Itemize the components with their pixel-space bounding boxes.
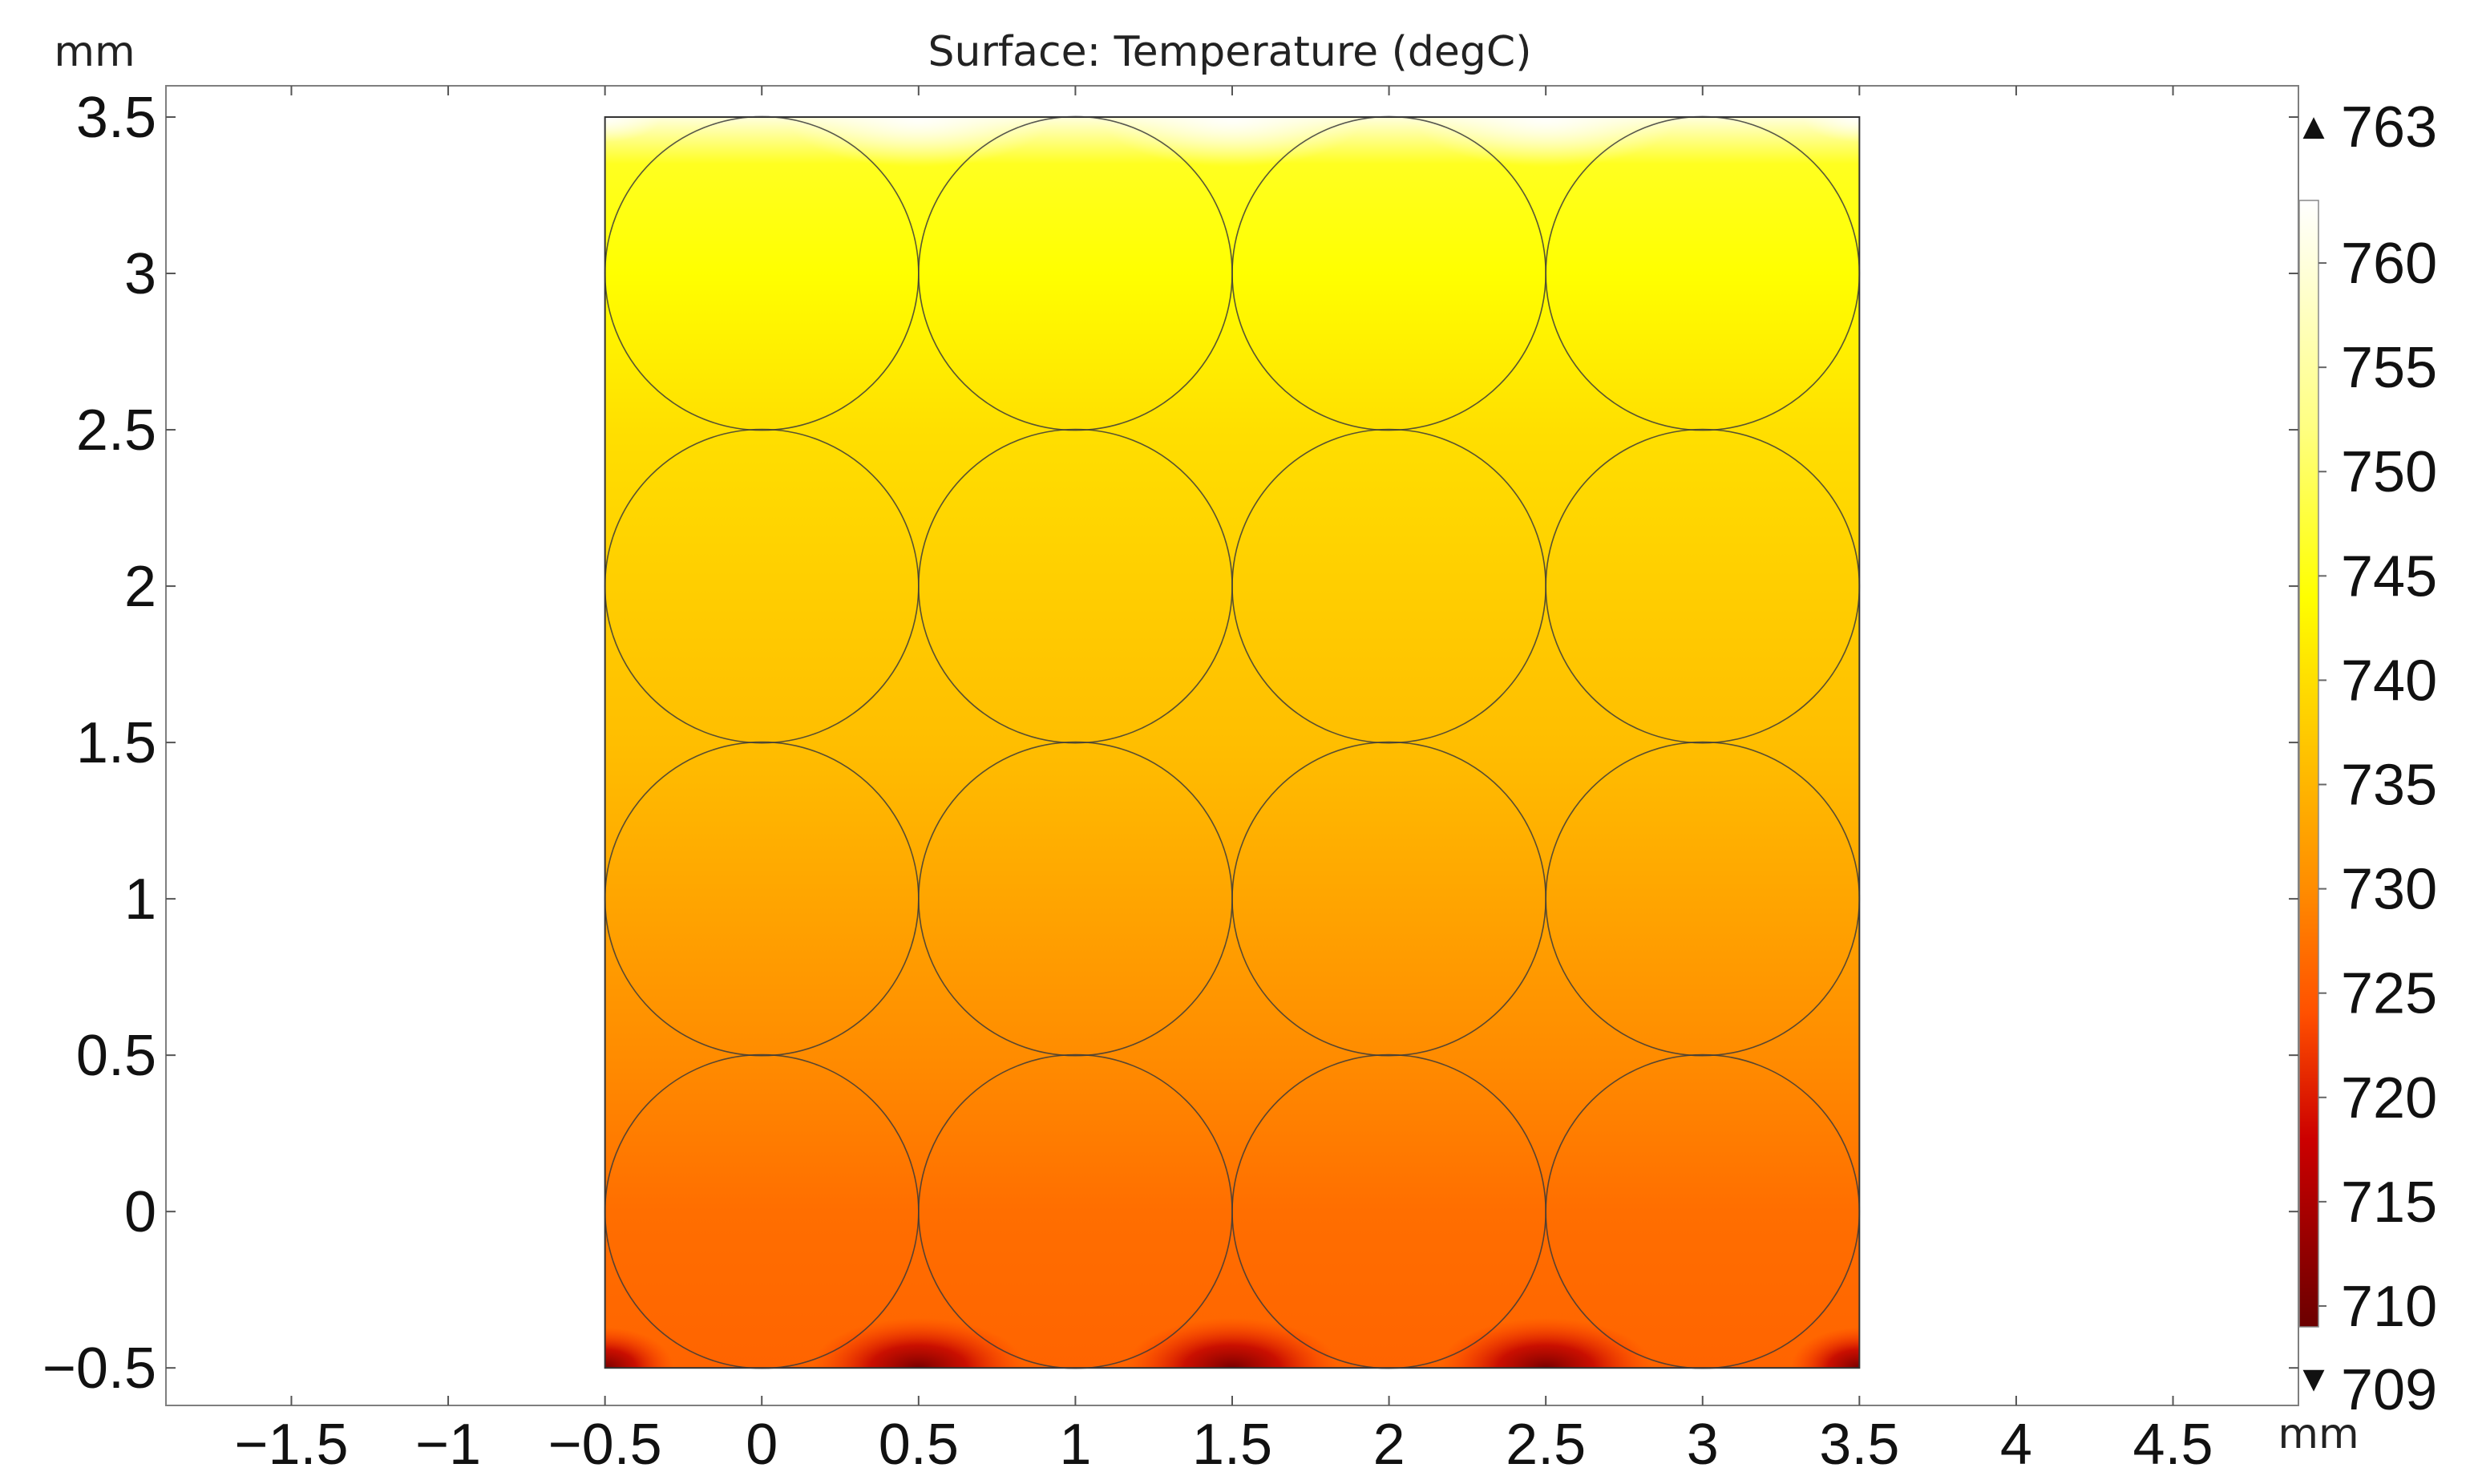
circle-inclusion	[1545, 1053, 1861, 1369]
x-tick-label: 0.5	[879, 1413, 959, 1477]
x-tick-label: 1	[1059, 1413, 1091, 1477]
x-axis-ticks: −1.5 −1 −0.5 0 0.5 1 1.5 2 2.5 3 3.5 4 4.5	[234, 86, 2213, 1477]
colorbar-tick-label: 745	[2341, 544, 2437, 609]
colorbar-scale	[2298, 200, 2319, 1328]
hot-spot	[1413, 117, 1678, 168]
x-tick-label: 3.5	[1819, 1413, 1899, 1477]
y-tick-label: 3.5	[76, 86, 156, 150]
hot-cold-spots	[604, 117, 1860, 1369]
x-tick-label: 0	[746, 1413, 778, 1477]
x-tick-label: 1.5	[1192, 1413, 1272, 1477]
x-tick-label: 3	[1687, 1413, 1719, 1477]
hot-spot	[1802, 117, 1860, 143]
y-tick-label: 2	[124, 555, 156, 619]
y-tick-label: −0.5	[42, 1336, 156, 1401]
colorbar-min-arrow: ▼	[2295, 1357, 2332, 1399]
y-tick-label: 0.5	[76, 1024, 156, 1088]
cold-spot	[604, 1327, 674, 1369]
circle-inclusion	[1545, 428, 1861, 744]
y-tick-label: 1	[124, 867, 156, 932]
x-tick-label: 2.5	[1506, 1413, 1586, 1477]
hot-spot	[604, 117, 662, 143]
cold-spot	[811, 1317, 1025, 1369]
colorbar-tick-label: 720	[2341, 1066, 2437, 1130]
x-tick-label: 2	[1373, 1413, 1405, 1477]
colorbar-min-label: 709	[2341, 1358, 2437, 1422]
x-tick-label: 4.5	[2132, 1413, 2213, 1477]
x-tick-label: −1	[415, 1413, 481, 1477]
colorbar-tick-label: 755	[2341, 336, 2437, 400]
y-tick-label: 2.5	[76, 398, 156, 463]
y-axis-unit-label: mm	[54, 28, 135, 76]
y-tick-label: 0	[124, 1180, 156, 1244]
x-tick-label: −1.5	[234, 1413, 348, 1477]
chart-title: Surface: Temperature (degC)	[928, 28, 1532, 76]
circle-inclusion	[1545, 115, 1861, 431]
x-tick-label: 4	[2000, 1413, 2032, 1477]
circle-inclusions	[604, 115, 1861, 1369]
colorbar-max-arrow: ▲	[2295, 105, 2332, 147]
colorbar: ▲ 763 710715720725730735740745750755760 …	[2295, 95, 2437, 1422]
x-tick-label: −0.5	[548, 1413, 662, 1477]
colorbar-ticks: 710 715 720 725 730 735 740 745 750 755 760	[2318, 232, 2437, 1339]
colorbar-tick-label: 725	[2341, 962, 2437, 1026]
temperature-surface	[604, 117, 1860, 1369]
colorbar-tick-label: 715	[2341, 1171, 2437, 1235]
domain-boundary	[604, 116, 1861, 1369]
circle-inclusion	[1545, 741, 1861, 1057]
x-axis-unit-label: mm	[2278, 1410, 2359, 1458]
colorbar-tick-label: 740	[2341, 649, 2437, 713]
colorbar-tick-label: 730	[2341, 858, 2437, 922]
y-tick-label: 3	[124, 242, 156, 306]
colorbar-max-label: 763	[2341, 95, 2437, 160]
colorbar-tick-label: 735	[2341, 754, 2437, 818]
y-axis-ticks: −0.5 0 0.5 1 1.5 2 2.5 3 3.5	[42, 86, 2298, 1401]
cold-spot	[1439, 1317, 1653, 1369]
cold-spot	[1126, 1317, 1339, 1369]
colorbar-tick-label: 760	[2341, 232, 2437, 296]
colorbar-tick-label: 710	[2341, 1275, 2437, 1339]
domain-layer	[604, 117, 1860, 1369]
hot-spot	[1100, 117, 1364, 168]
y-tick-label: 1.5	[76, 711, 156, 775]
colorbar-tick-label: 750	[2341, 440, 2437, 504]
cold-spot	[1790, 1327, 1860, 1369]
hot-spot	[786, 117, 1051, 168]
